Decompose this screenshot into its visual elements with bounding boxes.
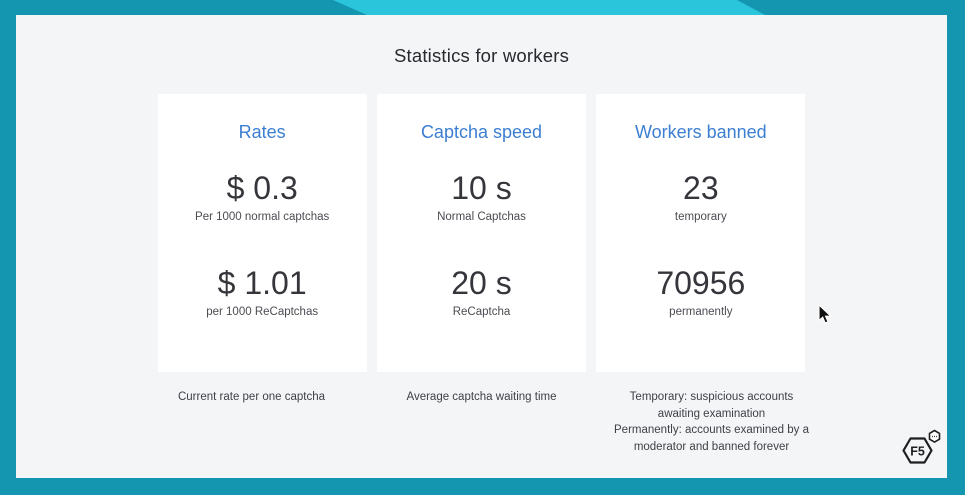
card-captcha-speed: Captcha speed 10 s Normal Captchas 20 s …	[376, 94, 587, 372]
rate-normal-value: $ 0.3	[226, 170, 298, 207]
card-workers-banned: Workers banned 23 temporary 70956 perman…	[596, 94, 806, 372]
f5-labs-logo: F5 ⋯	[902, 429, 941, 464]
banned-temporary-value: 23	[683, 170, 719, 207]
banned-permanent-value: 70956	[656, 265, 746, 302]
card-workers-banned-heading: Workers banned	[634, 122, 767, 142]
f5-logo-text: F5	[910, 445, 925, 459]
speed-normal-label: Normal Captchas	[437, 211, 526, 224]
banned-permanent-label: permanently	[669, 305, 733, 318]
speed-normal-value: 10 s	[451, 170, 512, 207]
cyan-stripe-decoration	[333, 0, 765, 15]
card-captions-row: Current rate per one captcha Average cap…	[142, 389, 822, 456]
card-rates-heading: Rates	[238, 122, 286, 142]
caption-workers-banned: Temporary: suspicious accounts awaiting …	[614, 391, 809, 454]
banned-temporary-label: temporary	[674, 211, 727, 224]
caption-captcha-speed: Average captcha waiting time	[406, 391, 557, 403]
speed-recaptcha-value: 20 s	[451, 265, 512, 302]
stats-cards-row: Rates $ 0.3 Per 1000 normal captchas $ 1…	[157, 94, 806, 372]
caption-rates: Current rate per one captcha	[177, 391, 326, 403]
rate-normal-label: Per 1000 normal captchas	[195, 211, 330, 224]
speed-recaptcha-label: ReCaptcha	[452, 305, 511, 318]
f5-logo-badge-dots: ⋯	[932, 435, 938, 441]
mouse-cursor-icon	[818, 304, 832, 324]
page-title: Statistics for workers	[393, 45, 570, 66]
content-panel: Statistics for workers Rates $ 0.3 Per 1…	[16, 15, 947, 478]
rate-recaptcha-label: per 1000 ReCaptchas	[206, 305, 319, 318]
rate-recaptcha-value: $ 1.01	[217, 265, 307, 302]
card-captcha-speed-heading: Captcha speed	[420, 122, 543, 142]
card-rates: Rates $ 0.3 Per 1000 normal captchas $ 1…	[157, 94, 367, 372]
